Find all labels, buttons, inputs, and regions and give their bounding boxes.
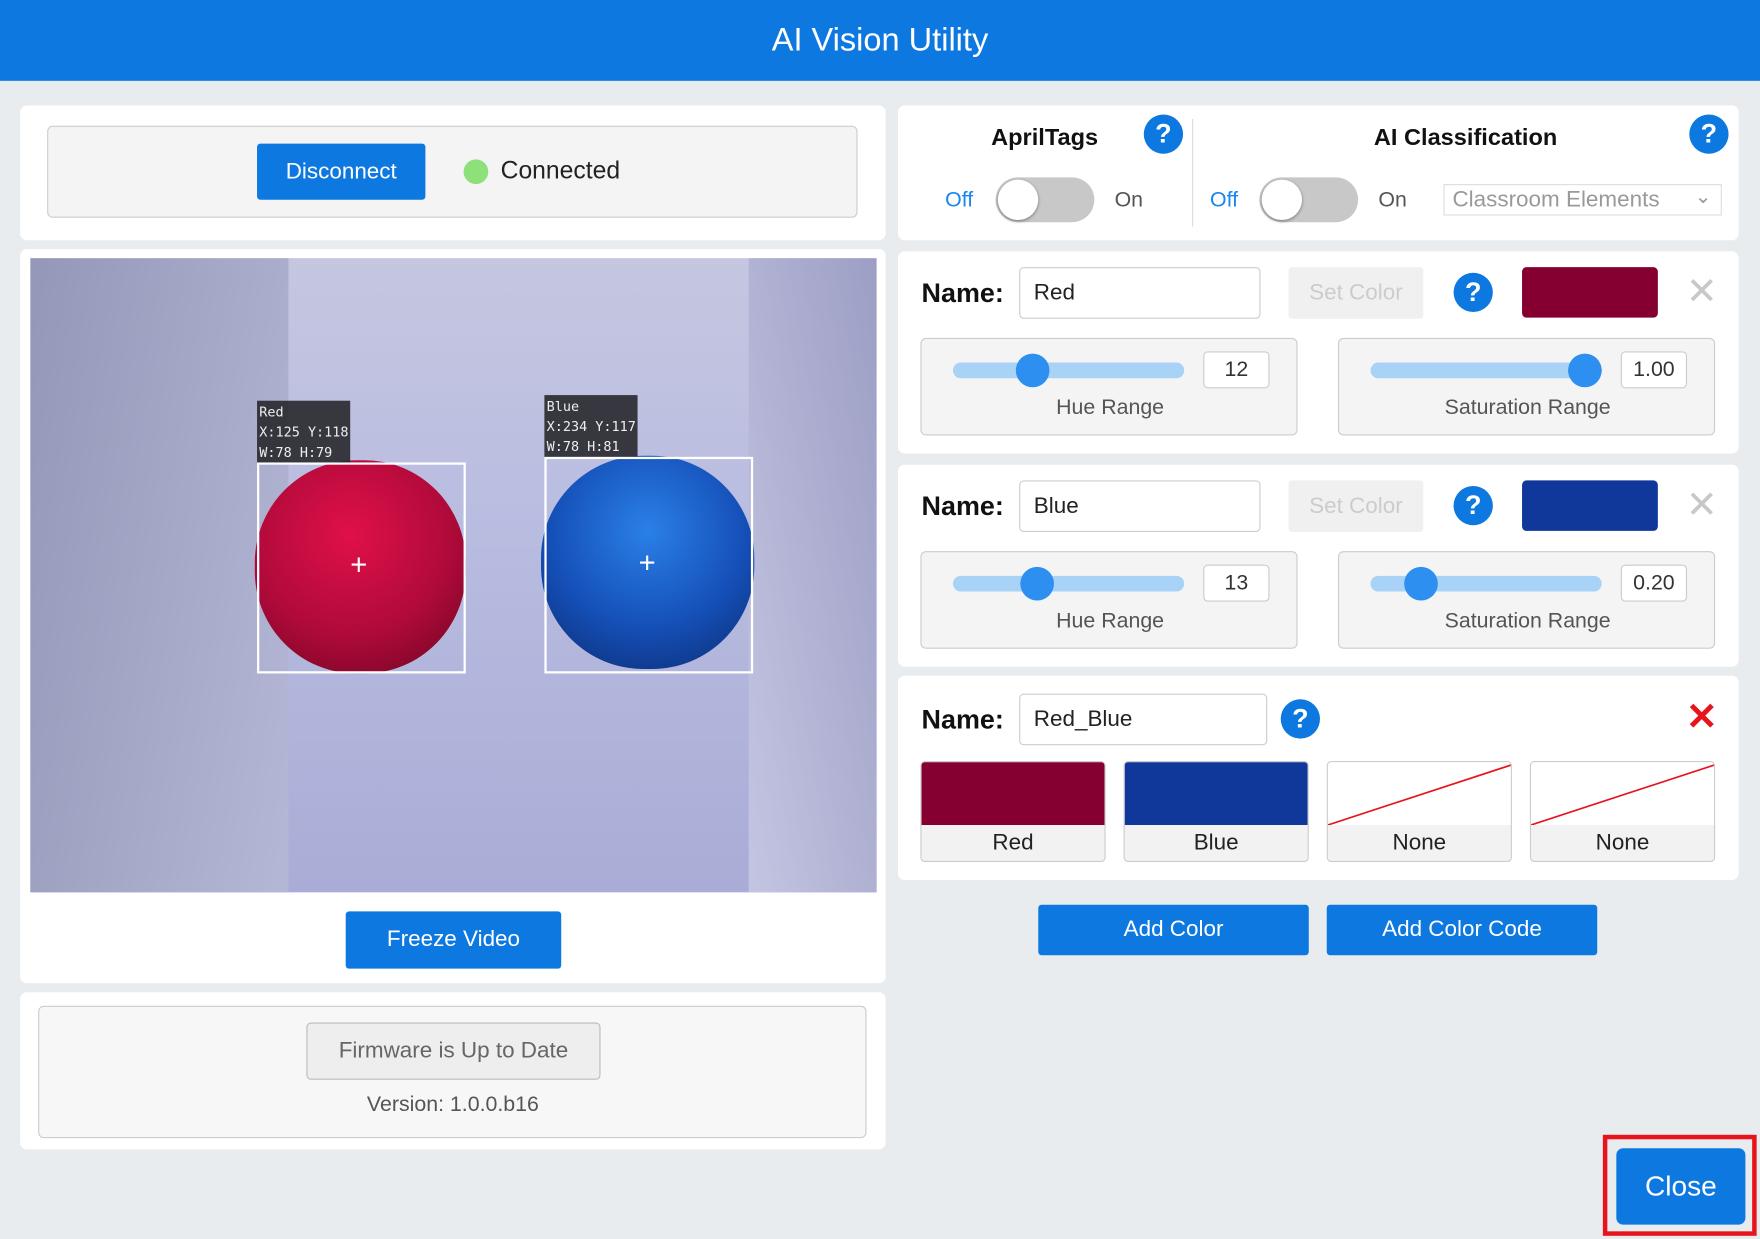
apriltags-off-label: Off bbox=[945, 188, 974, 213]
app-header: AI Vision Utility bbox=[0, 0, 1760, 81]
saturation-value[interactable]: 1.00 bbox=[1620, 351, 1688, 389]
color-code-card: Name: Red_Blue ? ✕ Red Blue None None bbox=[897, 675, 1739, 881]
delete-icon[interactable]: ✕ bbox=[1685, 270, 1718, 314]
firmware-button[interactable]: Firmware is Up to Date bbox=[306, 1022, 601, 1080]
color-name-input[interactable]: Red bbox=[1019, 267, 1261, 319]
video-feed[interactable]: Red X:125 Y:118 W:78 H:79 + Blue X:234 Y:11… bbox=[30, 258, 877, 893]
ai-off-label: Off bbox=[1210, 188, 1239, 213]
slider-thumb[interactable] bbox=[1404, 566, 1438, 601]
color-swatch[interactable] bbox=[1522, 267, 1658, 318]
hue-range-box: 13 Hue Range bbox=[920, 551, 1298, 649]
ai-classification-title: AI Classification bbox=[1373, 124, 1558, 151]
apriltags-toggle[interactable] bbox=[995, 177, 1095, 223]
color-code-slot[interactable]: None bbox=[1326, 761, 1512, 863]
center-cross-icon: + bbox=[350, 547, 368, 582]
ai-on-label: On bbox=[1378, 188, 1407, 213]
saturation-slider[interactable] bbox=[1370, 566, 1602, 601]
color-code-slot[interactable]: None bbox=[1529, 761, 1716, 863]
hue-slider[interactable] bbox=[952, 566, 1185, 601]
saturation-range-box: 1.00 Saturation Range bbox=[1337, 337, 1716, 436]
color-name-input[interactable]: Blue bbox=[1019, 480, 1261, 533]
delete-icon[interactable]: ✕ bbox=[1685, 483, 1718, 527]
hue-value[interactable]: 12 bbox=[1203, 351, 1270, 389]
hue-slider[interactable] bbox=[952, 353, 1185, 388]
help-icon[interactable]: ? bbox=[1453, 486, 1493, 526]
close-button[interactable]: Close bbox=[1616, 1148, 1746, 1225]
detection-label-blue: Blue X:234 Y:117 W:78 H:81 bbox=[544, 395, 639, 458]
color-card: Name: Blue Set Color ? ✕ 13 Hue Range 0.… bbox=[897, 464, 1739, 667]
color-card: Name: Red Set Color ? ✕ 12 Hue Range 1.0… bbox=[897, 251, 1739, 454]
detection-label-red: Red X:125 Y:118 W:78 H:79 bbox=[257, 400, 351, 464]
hue-value[interactable]: 13 bbox=[1203, 564, 1270, 602]
connection-status: Connected bbox=[500, 156, 621, 185]
color-code-slot[interactable]: Red bbox=[920, 761, 1106, 863]
help-icon[interactable]: ? bbox=[1453, 272, 1493, 313]
model-select-value: Classroom Elements bbox=[1452, 186, 1660, 212]
mode-card: AprilTags ? Off On AI Classification ? O… bbox=[897, 105, 1739, 241]
video-card: Red X:125 Y:118 W:78 H:79 + Blue X:234 Y:11… bbox=[20, 249, 886, 984]
apriltags-title: AprilTags bbox=[991, 124, 1099, 151]
slot-label: Red bbox=[992, 830, 1034, 855]
name-label: Name: bbox=[921, 704, 1004, 736]
disconnect-button[interactable]: Disconnect bbox=[257, 143, 426, 200]
divider bbox=[1192, 118, 1194, 227]
red-ball bbox=[254, 460, 466, 674]
model-select[interactable]: Classroom Elements ⌄ bbox=[1443, 184, 1722, 216]
name-label: Name: bbox=[921, 491, 1004, 522]
apriltags-on-label: On bbox=[1114, 188, 1144, 213]
saturation-range-box: 0.20 Saturation Range bbox=[1337, 551, 1716, 649]
set-color-button[interactable]: Set Color bbox=[1288, 480, 1424, 533]
chevron-down-icon: ⌄ bbox=[1694, 185, 1712, 208]
detection-box-blue bbox=[544, 456, 754, 674]
slot-label: Blue bbox=[1193, 830, 1239, 855]
slider-thumb[interactable] bbox=[1016, 353, 1050, 388]
slider-thumb[interactable] bbox=[1020, 566, 1054, 601]
close-highlight bbox=[1602, 1134, 1757, 1236]
firmware-card: Firmware is Up to Date Version: 1.0.0.b1… bbox=[20, 992, 886, 1150]
freeze-video-button[interactable]: Freeze Video bbox=[345, 911, 562, 969]
add-color-code-button[interactable]: Add Color Code bbox=[1326, 904, 1598, 956]
delete-icon[interactable]: ✕ bbox=[1685, 695, 1718, 739]
status-indicator-icon bbox=[463, 159, 489, 185]
saturation-range-label: Saturation Range bbox=[1444, 396, 1611, 420]
saturation-value[interactable]: 0.20 bbox=[1620, 564, 1688, 602]
blue-ball bbox=[541, 455, 755, 669]
saturation-slider[interactable] bbox=[1370, 353, 1602, 388]
hue-range-box: 12 Hue Range bbox=[920, 337, 1298, 436]
name-label: Name: bbox=[921, 278, 1004, 309]
center-cross-icon: + bbox=[638, 545, 656, 580]
help-icon[interactable]: ? bbox=[1280, 699, 1321, 739]
empty-slot-icon bbox=[1531, 764, 1714, 826]
hue-range-label: Hue Range bbox=[1056, 609, 1165, 634]
app-title: AI Vision Utility bbox=[771, 21, 989, 58]
ai-classification-toggle[interactable] bbox=[1259, 177, 1359, 223]
add-color-button[interactable]: Add Color bbox=[1038, 904, 1309, 956]
color-code-slot[interactable]: Blue bbox=[1123, 761, 1309, 863]
saturation-range-label: Saturation Range bbox=[1444, 609, 1611, 634]
firmware-version: Version: 1.0.0.b16 bbox=[366, 1093, 539, 1117]
slot-label: None bbox=[1595, 830, 1650, 855]
help-icon[interactable]: ? bbox=[1143, 114, 1184, 154]
color-swatch[interactable] bbox=[1522, 480, 1658, 531]
hue-range-label: Hue Range bbox=[1056, 396, 1165, 420]
slot-label: None bbox=[1392, 830, 1447, 855]
slider-thumb[interactable] bbox=[1568, 353, 1602, 388]
color-code-name-input[interactable]: Red_Blue bbox=[1019, 693, 1268, 746]
empty-slot-icon bbox=[1327, 764, 1511, 826]
connection-card: Disconnect Connected bbox=[20, 105, 886, 241]
set-color-button[interactable]: Set Color bbox=[1288, 267, 1424, 319]
help-icon[interactable]: ? bbox=[1689, 114, 1729, 154]
detection-box-red bbox=[257, 462, 466, 674]
